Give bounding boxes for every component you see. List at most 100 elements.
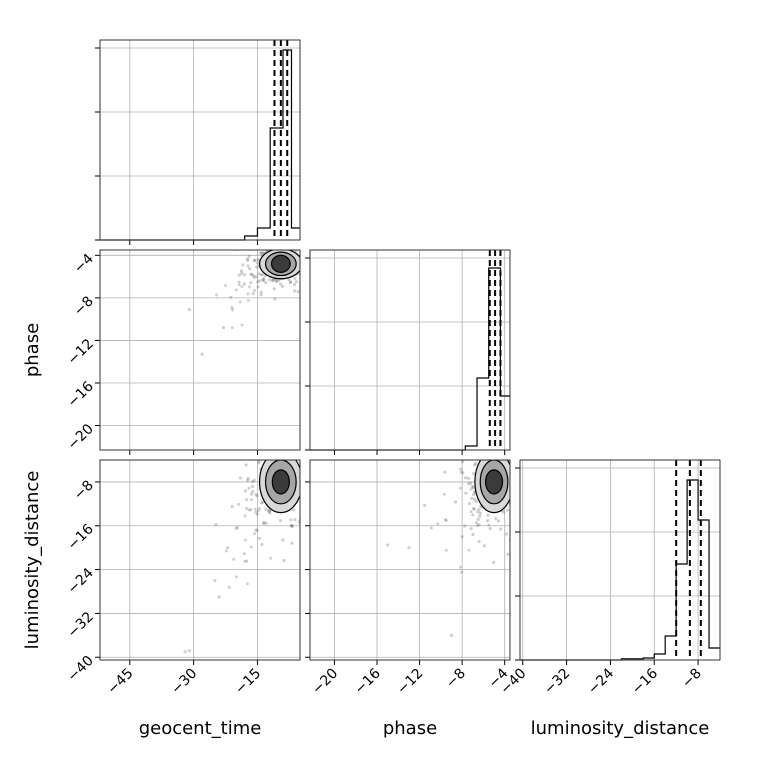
- sample-point: [300, 267, 303, 270]
- sample-point: [324, 466, 327, 469]
- sample-point: [496, 443, 499, 446]
- sample-point: [305, 487, 308, 490]
- sample-point: [240, 285, 244, 289]
- y-axis-label-luminosity_distance: luminosity_distance: [22, 471, 43, 650]
- sample-point: [494, 452, 497, 455]
- sample-point: [254, 510, 258, 514]
- sample-point: [242, 552, 246, 556]
- sample-point: [302, 464, 305, 467]
- sample-point: [224, 549, 228, 553]
- sample-point: [301, 250, 304, 253]
- sample-point: [461, 471, 465, 475]
- sample-point: [308, 242, 311, 245]
- sample-point: [240, 271, 244, 276]
- sample-point: [241, 263, 245, 267]
- sample-point: [249, 508, 253, 512]
- sample-point: [511, 453, 514, 456]
- sample-point: [308, 242, 311, 245]
- sample-point: [246, 292, 250, 296]
- sample-point: [478, 511, 482, 515]
- sample-point: [252, 478, 256, 482]
- x-tick-label: −30: [168, 666, 200, 698]
- sample-point: [254, 528, 258, 532]
- sample-point: [215, 293, 219, 297]
- sample-point: [257, 460, 261, 464]
- sample-point: [242, 282, 247, 286]
- sample-point: [465, 437, 468, 440]
- sample-point: [298, 460, 300, 464]
- sample-point: [230, 505, 234, 509]
- sample-point: [253, 258, 257, 263]
- panel-frame: [519, 459, 721, 661]
- sample-point: [307, 242, 310, 245]
- sample-point: [476, 454, 479, 457]
- sample-point: [267, 229, 270, 232]
- sample-point: [459, 467, 463, 471]
- sample-point: [295, 231, 298, 234]
- y-tick-label: −12: [65, 336, 97, 368]
- sample-point: [321, 435, 324, 438]
- sample-point: [257, 507, 261, 511]
- sample-point: [509, 452, 512, 455]
- sample-point: [246, 257, 250, 261]
- sample-point: [472, 472, 476, 476]
- sample-point: [245, 582, 249, 586]
- sample-point: [460, 460, 465, 464]
- sample-point: [247, 254, 251, 258]
- sample-point: [492, 560, 496, 564]
- sample-point: [282, 559, 286, 563]
- sample-point: [252, 274, 256, 278]
- sample-point: [261, 500, 265, 504]
- sample-point: [444, 548, 448, 552]
- sample-point: [314, 268, 317, 271]
- sample-point: [316, 488, 319, 491]
- panel-frame: [309, 249, 511, 451]
- sample-point: [281, 243, 284, 246]
- sample-point: [467, 548, 471, 552]
- sample-point: [256, 451, 259, 454]
- sample-point: [470, 484, 475, 489]
- sample-point: [260, 251, 264, 255]
- sample-point: [256, 285, 260, 289]
- outlier-point: [251, 292, 255, 296]
- sample-point: [259, 293, 263, 297]
- contour-level: [270, 254, 291, 273]
- sample-point: [310, 481, 313, 484]
- sample-point: [293, 518, 297, 522]
- sample-point: [303, 245, 306, 248]
- sample-point: [458, 486, 462, 490]
- sample-point: [496, 519, 501, 523]
- outlier-point: [226, 546, 230, 550]
- x-tick-label: −45: [104, 666, 136, 698]
- sample-point: [255, 528, 259, 532]
- panel-frame: [99, 39, 301, 241]
- x-tick-label: −16: [352, 665, 384, 697]
- sample-point: [290, 541, 294, 545]
- sample-point: [276, 453, 279, 456]
- sample-point: [463, 476, 468, 480]
- sample-point: [320, 474, 323, 477]
- sample-point: [483, 433, 486, 436]
- sample-point: [506, 552, 510, 556]
- panel-frame: [99, 459, 301, 661]
- sample-point: [458, 565, 462, 569]
- sample-point: [429, 526, 433, 530]
- sample-point: [261, 521, 266, 526]
- sample-point: [257, 536, 262, 541]
- sample-point: [256, 261, 260, 265]
- sample-point: [292, 242, 295, 245]
- sample-point: [268, 242, 271, 245]
- sample-point: [280, 431, 283, 434]
- sample-point: [276, 278, 281, 283]
- sample-point: [260, 273, 264, 277]
- sample-point: [303, 266, 306, 269]
- sample-point: [248, 285, 252, 289]
- sample-point: [251, 455, 254, 458]
- outlier-point: [234, 526, 238, 531]
- sample-point: [531, 493, 534, 496]
- outlier-point: [187, 649, 191, 653]
- sample-point: [245, 498, 249, 502]
- sample-point: [300, 257, 303, 260]
- sample-point: [492, 451, 495, 454]
- sample-point: [326, 459, 329, 462]
